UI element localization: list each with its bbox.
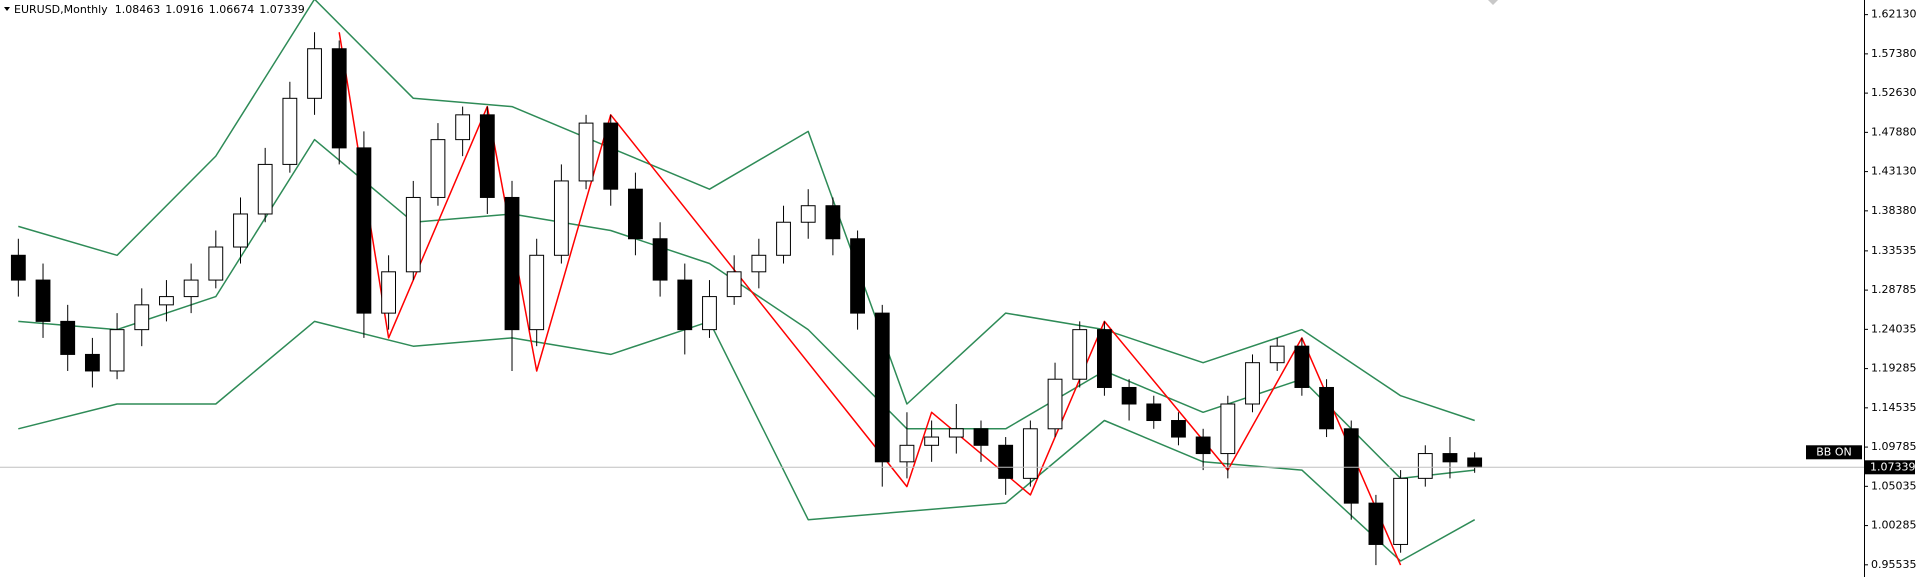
candle-body	[603, 122, 619, 190]
shift-marker	[1488, 0, 1498, 5]
candle-body	[109, 329, 125, 372]
candle-body	[998, 444, 1014, 479]
candle-body	[1269, 345, 1285, 364]
header-arrow	[4, 7, 10, 11]
overlay-line	[18, 0, 1475, 422]
close-value: 1.07339	[259, 3, 305, 16]
candle-body	[800, 205, 816, 223]
header-text: EURUSD,Monthly 1.08463 1.0916 1.06674 1.0733…	[14, 3, 305, 16]
overlay-line	[18, 320, 1476, 562]
y-tick-label: 1.43130	[1871, 165, 1916, 178]
candle-body	[850, 238, 865, 314]
candle-body	[35, 279, 51, 322]
y-tick-label: 1.33535	[1871, 244, 1916, 257]
candle-body	[307, 48, 322, 99]
candle-body	[1343, 428, 1359, 504]
candle-body	[652, 238, 668, 281]
price-label-bg	[1865, 460, 1915, 475]
candle-body	[183, 279, 199, 298]
candle-body	[702, 296, 717, 331]
y-tick-label: 1.00285	[1871, 519, 1916, 532]
candle-body	[924, 436, 940, 446]
candle-body	[1195, 436, 1211, 455]
y-tick-label: 1.62130	[1871, 8, 1916, 21]
candle-body	[553, 180, 569, 256]
high-value: 1.0916	[165, 3, 204, 16]
candle-body	[1096, 329, 1112, 388]
y-tick-label: 1.14535	[1871, 401, 1916, 414]
y-tick-label: 1.28785	[1871, 283, 1916, 296]
low-value: 1.06674	[209, 3, 255, 16]
y-tick-label: 1.05035	[1871, 479, 1916, 492]
chart-header: EURUSD,Monthly 1.08463 1.0916 1.06674 1.0733…	[4, 3, 305, 16]
candle-body	[1022, 428, 1038, 479]
candle-body	[874, 312, 890, 463]
symbol: EURUSD,Monthly	[14, 3, 108, 16]
candle-body	[948, 428, 964, 438]
candle-body	[1368, 502, 1384, 545]
candle-body	[455, 114, 471, 141]
y-tick-label: 1.47880	[1871, 125, 1916, 138]
candle-body	[677, 279, 693, 331]
candle-body	[751, 254, 767, 273]
candle-body	[1146, 403, 1162, 422]
candle-body	[60, 320, 76, 355]
candle-body	[899, 444, 915, 463]
candle-body	[1072, 329, 1088, 380]
plot-area	[10, 0, 1483, 566]
candle-body	[1047, 378, 1063, 430]
candle-body	[726, 271, 742, 298]
candle-body	[331, 48, 347, 149]
candle-body	[1220, 403, 1236, 455]
overlay-line	[338, 32, 1402, 566]
y-tick-label: 1.09785	[1871, 440, 1916, 453]
candle-body	[776, 221, 791, 256]
candle-body	[1171, 420, 1186, 438]
candle-body	[825, 205, 841, 240]
candle-body	[504, 196, 520, 331]
candle-body	[208, 246, 224, 281]
candle-body	[1393, 477, 1409, 545]
candle-body	[1294, 345, 1310, 388]
candle-body	[159, 296, 174, 306]
candle-body	[1417, 453, 1433, 479]
candle-body	[84, 353, 100, 372]
price-label: 1.07339	[1870, 460, 1916, 473]
candle-body	[973, 428, 989, 446]
candle-body	[578, 122, 594, 182]
candle-body	[1121, 386, 1137, 405]
candle-body	[233, 213, 248, 248]
candle-body	[405, 196, 421, 273]
candle-body	[430, 139, 446, 198]
y-tick-label: 1.38380	[1871, 204, 1916, 217]
badge-bg	[1806, 445, 1862, 460]
candle-body	[257, 163, 273, 215]
candle-body	[1467, 457, 1483, 468]
candle-body	[1319, 386, 1334, 430]
y-tick-label: 1.19285	[1871, 362, 1916, 375]
candle-body	[10, 254, 26, 281]
y-tick-label: 1.57380	[1871, 47, 1916, 60]
open-value: 1.08463	[115, 3, 161, 16]
y-tick-label: 1.52630	[1871, 86, 1916, 99]
candle-body	[529, 254, 545, 331]
candle-body	[628, 188, 643, 240]
y-tick-label: 1.24035	[1871, 322, 1916, 335]
y-tick-label: 0.95535	[1871, 558, 1916, 571]
candle-body	[282, 97, 298, 165]
candle-body	[381, 271, 397, 314]
candle-body	[134, 304, 150, 331]
candle-body	[1442, 453, 1458, 463]
candle-body	[1245, 362, 1260, 405]
candle-body	[479, 114, 495, 198]
candle-body	[356, 147, 372, 314]
badge-text: BB ON	[1816, 445, 1851, 458]
